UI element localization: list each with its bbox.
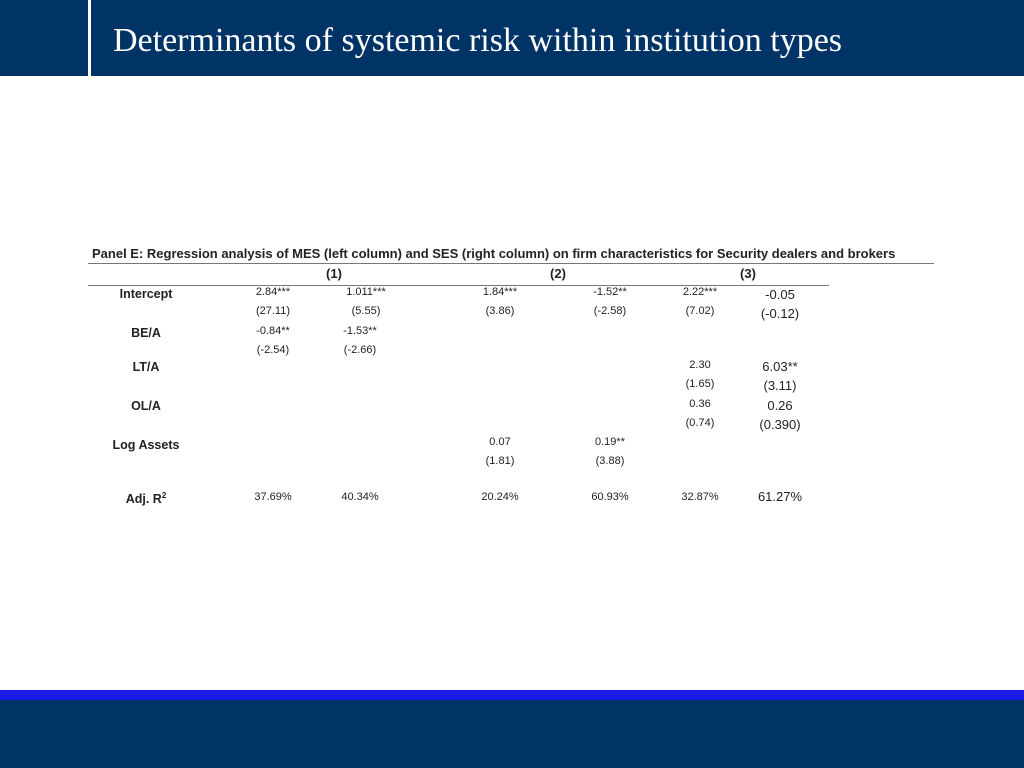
- row-label-ol-a: OL/A: [131, 399, 161, 413]
- row-label-log-assets: Log Assets: [112, 438, 180, 452]
- slide-title: Determinants of systemic risk within ins…: [113, 22, 843, 59]
- row-label-intercept: Intercept: [119, 287, 173, 301]
- table-cell: -1.53** (-2.66): [343, 325, 377, 356]
- row-label-lt-a: LT/A: [132, 360, 160, 374]
- table-cell: 37.69%: [254, 491, 292, 503]
- table-cell: 1.84*** (3.86): [482, 286, 518, 317]
- table-cell: -0.84** (-2.54): [256, 325, 290, 356]
- table-cell: 0.07 (1.81): [485, 436, 515, 467]
- slide-header-bar: [0, 0, 1024, 76]
- column-group-1: (1): [326, 266, 342, 281]
- table-cell: -1.52** (-2.58): [593, 286, 627, 317]
- header-rule: [88, 285, 829, 286]
- table-cell: 0.36 (0.74): [685, 398, 715, 429]
- table-cell: 60.93%: [591, 491, 629, 503]
- table-cell: 2.84*** (27.11): [255, 286, 291, 317]
- slide-footer-bar: [0, 700, 1024, 768]
- table-caption: Panel E: Regression analysis of MES (lef…: [92, 246, 896, 261]
- regression-table: Panel E: Regression analysis of MES (lef…: [88, 240, 936, 520]
- table-cell: 61.27%: [757, 489, 803, 504]
- column-group-2: (2): [550, 266, 566, 281]
- caption-rule: [88, 263, 934, 264]
- table-cell: 0.19** (3.88): [595, 436, 625, 467]
- table-cell: 2.22*** (7.02): [682, 286, 718, 317]
- table-cell: 32.87%: [681, 491, 719, 503]
- column-group-3: (3): [740, 266, 756, 281]
- footer-accent-stripe: [0, 690, 1024, 700]
- table-cell: -0.05 (-0.12): [760, 287, 800, 321]
- header-accent-block: [0, 0, 50, 76]
- table-cell: 20.24%: [481, 491, 519, 503]
- header-divider-line: [88, 0, 91, 76]
- table-cell: 0.26 (0.390): [759, 398, 801, 432]
- table-cell: 6.03** (3.11): [762, 359, 798, 393]
- row-label-be-a: BE/A: [131, 326, 161, 340]
- table-cell: 40.34%: [341, 491, 379, 503]
- row-label-adj-r2: Adj. R2: [125, 491, 167, 507]
- table-cell: 2.30 (1.65): [685, 359, 715, 390]
- table-cell: 1.011*** (5.55): [346, 286, 386, 317]
